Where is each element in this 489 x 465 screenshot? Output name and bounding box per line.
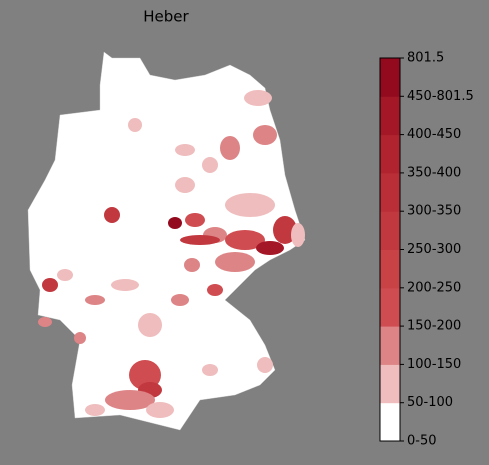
- colorbar-label: 50-100: [407, 395, 453, 410]
- colorbar-label: 350-400: [407, 165, 461, 180]
- region: [111, 279, 139, 291]
- region: [85, 404, 105, 416]
- region: [175, 144, 195, 156]
- region: [38, 317, 52, 327]
- region: [273, 216, 297, 244]
- region: [225, 193, 275, 217]
- region: [57, 269, 73, 281]
- region: [74, 332, 86, 344]
- region: [220, 136, 240, 160]
- map-title: Heber: [143, 8, 189, 26]
- colorbar-label: 250-300: [407, 242, 461, 257]
- region: [185, 213, 205, 227]
- colorbar-band: [380, 402, 400, 442]
- colorbar-band: [380, 249, 400, 289]
- colorbar-band: [380, 172, 400, 212]
- region: [256, 241, 284, 255]
- region: [42, 278, 58, 292]
- region: [291, 223, 305, 247]
- colorbar-label: 450-801.5: [407, 89, 474, 104]
- region: [104, 207, 120, 223]
- region: [175, 177, 195, 193]
- regions: [38, 90, 305, 418]
- colorbar-label: 400-450: [407, 127, 461, 142]
- region: [105, 390, 155, 410]
- region: [253, 125, 277, 145]
- colorbar-band: [380, 96, 400, 136]
- region: [168, 217, 182, 229]
- region: [184, 258, 200, 272]
- colorbar-label: 0-50: [407, 434, 437, 449]
- region: [202, 157, 218, 173]
- region: [85, 295, 105, 305]
- colorbar-band: [380, 326, 400, 365]
- region: [146, 402, 174, 418]
- region: [244, 90, 272, 106]
- colorbar-label: 801.5: [407, 51, 444, 66]
- colorbar-band: [380, 287, 400, 327]
- region: [171, 294, 189, 306]
- region: [138, 313, 162, 337]
- colorbar-band: [380, 134, 400, 174]
- colorbar-label: 300-350: [407, 204, 461, 219]
- region: [128, 118, 142, 132]
- colorbar-label: 150-200: [407, 319, 461, 334]
- colorbar-band: [380, 364, 400, 404]
- region: [202, 364, 218, 376]
- region: [257, 357, 273, 373]
- colorbar-band: [380, 58, 400, 97]
- colorbar: 0-50 50-100 100-150 150-200 200-250 250-300 30…: [379, 51, 474, 449]
- region: [225, 230, 265, 250]
- colorbar-label: 200-250: [407, 280, 461, 295]
- region: [215, 252, 255, 272]
- colorbar-band: [380, 211, 400, 250]
- germany-map: [27, 51, 306, 431]
- region: [207, 284, 223, 296]
- colorbar-label: 100-150: [407, 357, 461, 372]
- region: [180, 235, 220, 245]
